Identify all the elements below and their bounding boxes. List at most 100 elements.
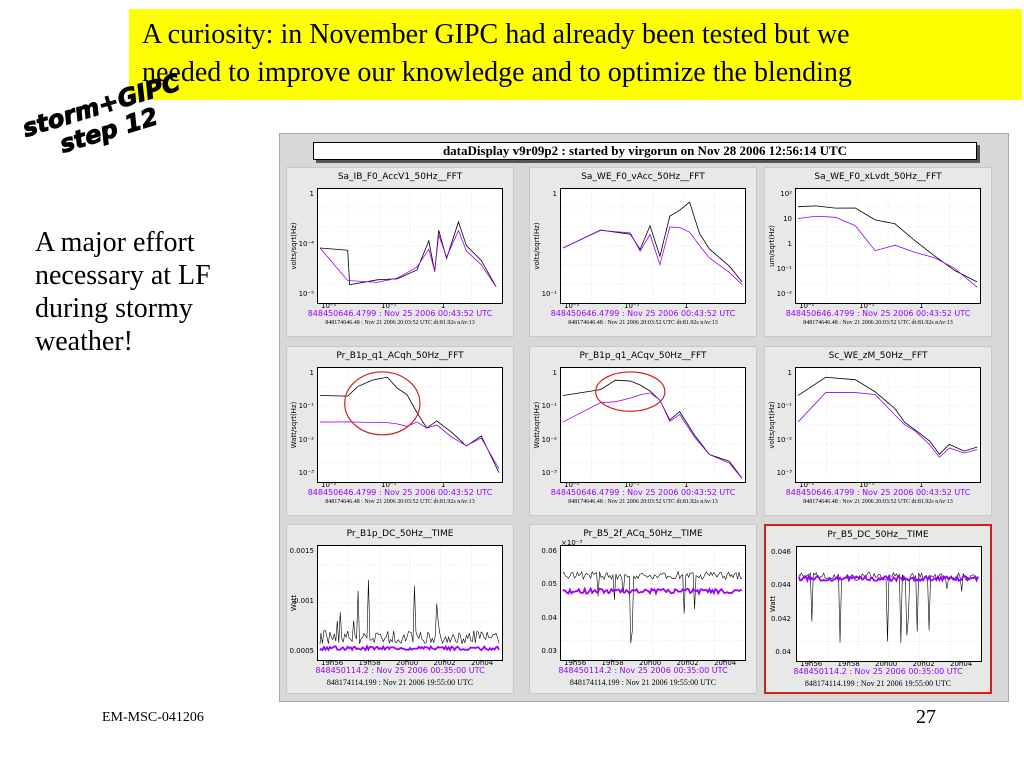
plot-area[interactable] bbox=[317, 545, 503, 661]
timestamp-reference: 848174114.199 : Nov 21 2006 19:55:00 UTC bbox=[804, 679, 952, 688]
x-tick-label: 10⁻¹ bbox=[381, 481, 397, 489]
y-tick-label: 0.0015 bbox=[289, 547, 315, 555]
plot-area[interactable] bbox=[560, 188, 746, 304]
plot-panel[interactable]: Sa_WE_F0_xLvdt_50Hz__FFT um/sqrt(Hz) 10² 10… bbox=[764, 167, 992, 337]
series-line-reference bbox=[798, 571, 979, 643]
x-tick-label: 10⁻¹ bbox=[624, 481, 640, 489]
plot-area[interactable] bbox=[317, 188, 503, 304]
y-tick-label: 1 bbox=[787, 240, 792, 248]
timestamp-reference: 848174646.48 : Nov 21 2006 20:03:52 UTC … bbox=[325, 499, 475, 505]
timestamp-reference: 848174646.48 : Nov 21 2006 20:03:52 UTC … bbox=[325, 320, 475, 326]
plot-panel[interactable]: Sa_WE_F0_vAcc_50Hz__FFT volts/sqrt(Hz) 1 10… bbox=[529, 167, 757, 337]
series-line-reference bbox=[562, 570, 743, 643]
y-tick-label: 10⁻⁴ bbox=[298, 240, 314, 248]
y-axis-label: volts/sqrt(Hz) bbox=[531, 188, 543, 304]
series-line-reference bbox=[319, 579, 500, 645]
storm-step-label: storm+GIPC step 12 bbox=[7, 65, 204, 170]
series-line-current bbox=[797, 392, 978, 458]
plot-area[interactable] bbox=[795, 367, 981, 483]
series-line-reference bbox=[319, 376, 500, 473]
highlight-circle bbox=[344, 371, 421, 436]
y-tick-label: 10⁻³ bbox=[776, 469, 792, 477]
data-display-window: dataDisplay v9r09p2 : started by virgoru… bbox=[279, 133, 1009, 702]
x-tick-label: 10⁻¹ bbox=[381, 302, 397, 310]
y-tick-label: 0.03 bbox=[541, 647, 557, 655]
plot-area[interactable] bbox=[560, 545, 746, 661]
x-tick-label: 1 bbox=[684, 481, 689, 489]
x-tick-label: 19h56 bbox=[800, 660, 823, 668]
y-tick-label: 0.001 bbox=[293, 597, 314, 605]
banner-line-1: A curiosity: in November GIPC had alread… bbox=[142, 19, 850, 50]
x-tick-label: 19h58 bbox=[837, 660, 860, 668]
series-line-current bbox=[319, 229, 497, 288]
series-line-current bbox=[319, 421, 500, 470]
x-tick-label: 20h04 bbox=[471, 659, 494, 667]
y-axis-label-text: um/sqrt(Hz) bbox=[768, 225, 776, 267]
y-axis-label: Watt bbox=[767, 546, 779, 662]
x-tick-label: 20h02 bbox=[676, 659, 699, 667]
y-tick-label: 10⁻³ bbox=[298, 469, 314, 477]
series-line-reference bbox=[562, 201, 743, 283]
y-tick-label: 0.044 bbox=[770, 581, 791, 590]
highlight-circle bbox=[595, 371, 666, 412]
plot-svg bbox=[561, 546, 745, 660]
y-tick-label: 10⁻¹ bbox=[776, 402, 792, 411]
y-axis-label-text: Watt/sqrt(Hz) bbox=[533, 401, 541, 449]
plot-area[interactable] bbox=[317, 367, 503, 483]
timestamp-reference: 848174114.199 : Nov 21 2006 19:55:00 UTC bbox=[326, 678, 474, 687]
x-tick-label: 19h56 bbox=[564, 659, 587, 667]
y-tick-label: 1 bbox=[787, 369, 792, 377]
timestamp-reference: 848174114.199 : Nov 21 2006 19:55:00 UTC bbox=[569, 678, 717, 687]
x-tick-label: 10⁻² bbox=[799, 481, 815, 489]
plot-title: Sa_WE_F0_vAcc_50Hz__FFT bbox=[581, 172, 705, 182]
x-tick-label: 1 bbox=[919, 481, 924, 489]
plot-svg bbox=[797, 547, 981, 661]
y-tick-label: 10⁻³ bbox=[541, 469, 557, 477]
plot-panel[interactable]: Pr_B1p_q1_ACqh_50Hz__FFT Watt/sqrt(Hz) 1 10… bbox=[286, 346, 514, 516]
y-tick-label: 10⁻² bbox=[541, 435, 557, 444]
y-tick-label: 10⁻¹ bbox=[298, 402, 314, 411]
y-axis-label-text: Watt bbox=[769, 595, 777, 613]
header-banner: A curiosity: in November GIPC had alread… bbox=[129, 9, 1022, 100]
y-tick-label: 0.04 bbox=[775, 648, 791, 656]
x-tick-label: 19h56 bbox=[321, 659, 344, 667]
plot-panel[interactable]: Pr_B5_DC_50Hz__TIME Watt 0.046 0.044 0.042 0.… bbox=[764, 524, 992, 694]
y-axis-label: Watt/sqrt(Hz) bbox=[531, 367, 543, 483]
x-tick-label: 10⁻² bbox=[564, 481, 580, 489]
y-tick-label: 10⁻¹ bbox=[776, 265, 792, 273]
timestamp-reference: 848174646.48 : Nov 21 2006 20:03:52 UTC … bbox=[568, 320, 718, 326]
x-tick-label: 20h02 bbox=[433, 659, 456, 667]
y-tick-label: 10⁻² bbox=[298, 435, 314, 444]
x-tick-label: 20h00 bbox=[396, 659, 419, 667]
timestamp-current: 848450646.4799 : Nov 25 2006 00:43:52 UT… bbox=[550, 488, 736, 497]
timestamp-current: 848450114.2 : Nov 25 2006 00:35:00 UTC bbox=[315, 666, 485, 675]
plot-svg bbox=[796, 368, 980, 482]
x-tick-label: 10⁻² bbox=[321, 302, 337, 310]
side-note: A major effort necessary at LF during st… bbox=[35, 227, 211, 357]
plot-title: Pr_B1p_DC_50Hz__TIME bbox=[346, 529, 454, 539]
plot-title: Sa_WE_F0_xLvdt_50Hz__FFT bbox=[814, 172, 942, 182]
plot-title: Pr_B1p_q1_ACqv_50Hz__FFT bbox=[579, 351, 707, 361]
y-tick-label: 0.05 bbox=[541, 580, 557, 589]
y-tick-label: 0.04 bbox=[541, 613, 557, 622]
plot-area[interactable] bbox=[796, 546, 982, 662]
plot-title: Sa_IB_F0_AccV1_50Hz__FFT bbox=[337, 172, 463, 182]
plot-panel[interactable]: Pr_B1p_q1_ACqv_50Hz__FFT Watt/sqrt(Hz) 1 10… bbox=[529, 346, 757, 516]
timestamp-current: 848450646.4799 : Nov 25 2006 00:43:52 UT… bbox=[785, 309, 971, 318]
plot-area[interactable] bbox=[560, 367, 746, 483]
plot-panel[interactable]: Sc_WE_zM_50Hz__FFT volts/sqrt(Hz) 1 10⁻¹ 10⁻… bbox=[764, 346, 992, 516]
series-line-current bbox=[797, 215, 978, 288]
timestamp-current: 848450646.4799 : Nov 25 2006 00:43:52 UT… bbox=[550, 309, 736, 318]
y-tick-label: 10⁻¹ bbox=[541, 290, 557, 298]
series-line-reference bbox=[797, 205, 978, 283]
series-line-current bbox=[798, 573, 979, 584]
plot-panel[interactable]: Pr_B1p_DC_50Hz__TIME Watt 0.0015 0.001 0.000… bbox=[286, 524, 514, 694]
plot-panel[interactable]: Pr_B5_2f_ACq_50Hz__TIME ×10⁻³ 0.06 0.05 0.04… bbox=[529, 524, 757, 694]
x-tick-label: 10⁻² bbox=[321, 481, 337, 489]
x-tick-label: 20h02 bbox=[912, 660, 935, 668]
x-tick-label: 1 bbox=[441, 302, 446, 310]
y-tick-label: 0.042 bbox=[770, 614, 791, 623]
plot-panel[interactable]: Sa_IB_F0_AccV1_50Hz__FFT volts/sqrt(Hz) 1 1… bbox=[286, 167, 514, 337]
y-axis-label: um/sqrt(Hz) bbox=[766, 188, 778, 304]
plot-area[interactable] bbox=[795, 188, 981, 304]
